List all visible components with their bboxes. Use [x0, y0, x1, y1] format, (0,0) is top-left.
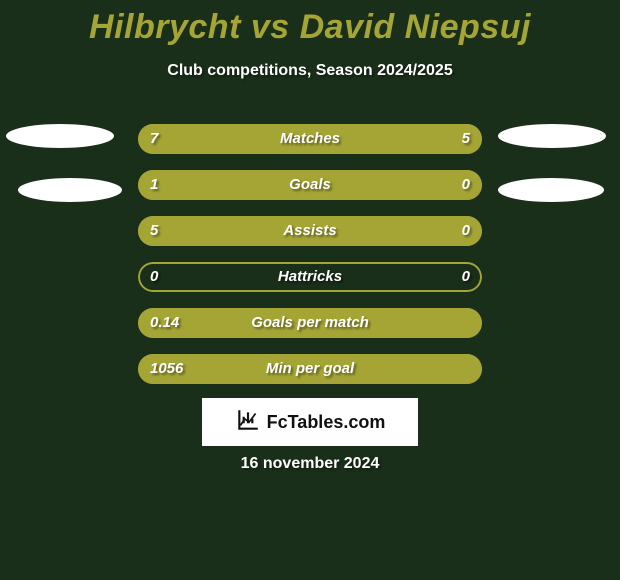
player-photo-placeholder — [6, 124, 114, 148]
stat-label: Goals per match — [138, 308, 482, 338]
stat-row: 1Goals0 — [138, 170, 482, 200]
stat-row: 0Hattricks0 — [138, 262, 482, 292]
brand-text: FcTables.com — [267, 412, 386, 433]
page-title: Hilbrycht vs David Niepsuj — [0, 8, 620, 47]
stat-right-value: 0 — [462, 262, 470, 292]
stats-bars: 7Matches51Goals05Assists00Hattricks00.14… — [138, 124, 482, 400]
stat-label: Goals — [138, 170, 482, 200]
stat-right-value: 0 — [462, 216, 470, 246]
stat-right-value: 5 — [462, 124, 470, 154]
stat-row: 1056Min per goal — [138, 354, 482, 384]
subtitle: Club competitions, Season 2024/2025 — [0, 62, 620, 80]
date-label: 16 november 2024 — [0, 455, 620, 473]
stat-row: 0.14Goals per match — [138, 308, 482, 338]
stat-label: Min per goal — [138, 354, 482, 384]
player-photo-placeholder — [498, 124, 606, 148]
chart-icon — [235, 407, 267, 438]
comparison-infographic: Hilbrycht vs David Niepsuj Club competit… — [0, 0, 620, 580]
stat-label: Hattricks — [138, 262, 482, 292]
stat-row: 5Assists0 — [138, 216, 482, 246]
player-photo-placeholder — [498, 178, 604, 202]
player-photo-placeholder — [18, 178, 122, 202]
stat-label: Matches — [138, 124, 482, 154]
stat-row: 7Matches5 — [138, 124, 482, 154]
stat-right-value: 0 — [462, 170, 470, 200]
brand-logo: FcTables.com — [202, 398, 418, 446]
stat-label: Assists — [138, 216, 482, 246]
